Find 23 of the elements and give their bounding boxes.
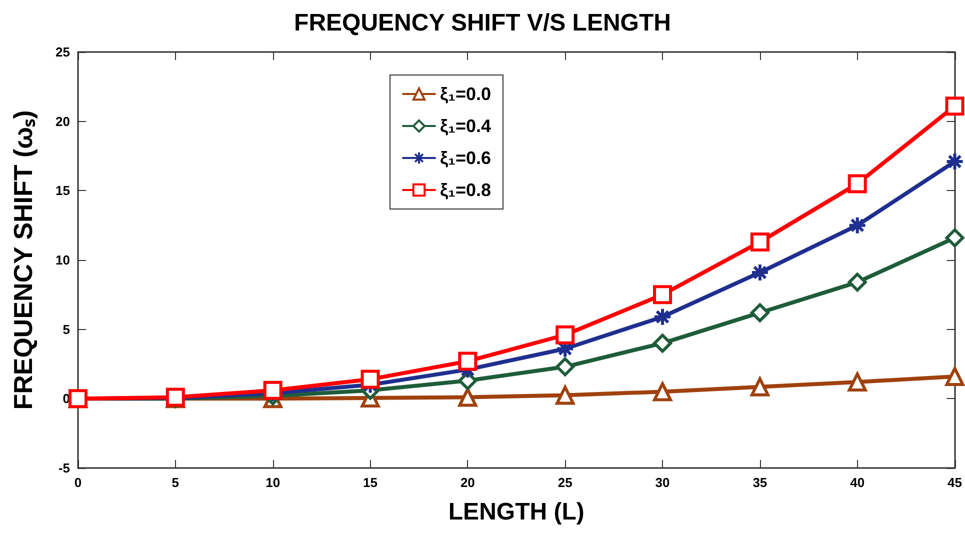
- x-tick-label: 45: [948, 475, 962, 490]
- y-tick-label: 25: [56, 44, 70, 60]
- chart-title: FREQUENCY SHIFT V/S LENGTH: [294, 10, 671, 36]
- legend-label: ξ₁=0.4: [440, 116, 491, 136]
- y-tick-label: -5: [58, 460, 70, 476]
- legend-label: ξ₁=0.6: [440, 148, 491, 168]
- y-tick-label: 20: [56, 114, 70, 129]
- x-tick-label: 30: [655, 475, 670, 490]
- x-tick-label: 20: [460, 475, 475, 490]
- y-tick-label: 10: [56, 252, 70, 268]
- x-tick-label: 0: [74, 475, 82, 490]
- y-tick-label: 5: [62, 322, 70, 337]
- legend-label: ξ₁=0.0: [440, 84, 491, 104]
- legend-label: ξ₁=0.8: [440, 180, 491, 200]
- y-tick-label: 15: [56, 183, 70, 198]
- x-tick-label: 10: [266, 475, 280, 490]
- x-tick-label: 40: [850, 475, 865, 490]
- x-tick-label: 15: [363, 475, 378, 490]
- x-tick-label: 25: [558, 475, 572, 490]
- x-tick-label: 5: [172, 475, 180, 490]
- x-axis-title: LENGTH (L): [448, 498, 584, 526]
- y-axis-title: FREQUENCY SHIFT (ωₛ): [8, 110, 38, 410]
- x-tick-label: 35: [752, 475, 768, 490]
